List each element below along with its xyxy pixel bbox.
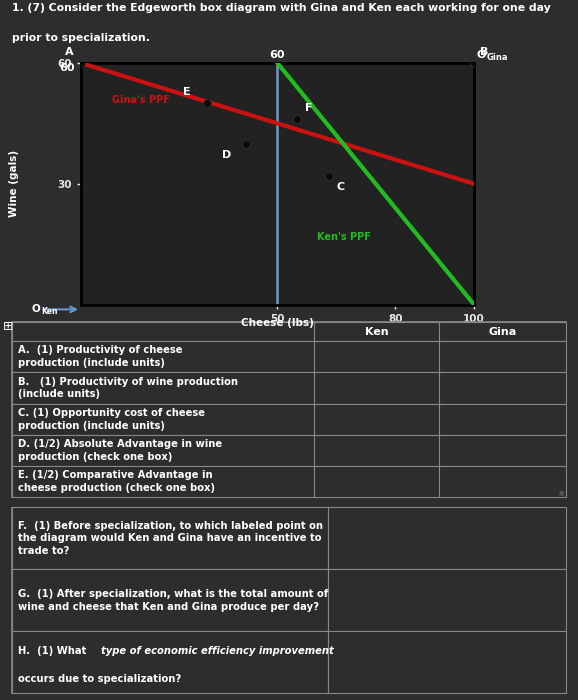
Bar bbox=[439, 466, 566, 497]
Text: E. (1/2) Comparative Advantage in
cheese production (check one box): E. (1/2) Comparative Advantage in cheese… bbox=[18, 470, 215, 493]
Bar bbox=[314, 466, 439, 497]
Text: type of economic efficiency improvement: type of economic efficiency improvement bbox=[101, 646, 334, 656]
Text: Gina's PPF: Gina's PPF bbox=[112, 95, 171, 105]
Bar bbox=[328, 508, 566, 569]
Text: D: D bbox=[223, 150, 232, 160]
Bar bbox=[12, 342, 314, 372]
Bar bbox=[12, 631, 328, 693]
Bar bbox=[439, 403, 566, 435]
Text: H.  (1) What: H. (1) What bbox=[18, 646, 90, 656]
Text: Ken's PPF: Ken's PPF bbox=[317, 232, 370, 242]
Bar bbox=[439, 435, 566, 466]
Bar bbox=[314, 322, 439, 342]
Bar bbox=[12, 508, 328, 569]
Text: Gina: Gina bbox=[488, 327, 517, 337]
Bar bbox=[439, 322, 566, 342]
Bar bbox=[314, 403, 439, 435]
Text: C. (1) Opportunity cost of cheese
production (include units): C. (1) Opportunity cost of cheese produc… bbox=[18, 407, 205, 430]
Text: prior to specialization.: prior to specialization. bbox=[12, 33, 150, 43]
Text: E: E bbox=[183, 88, 191, 97]
Bar bbox=[314, 342, 439, 372]
Text: A: A bbox=[65, 47, 74, 57]
Bar bbox=[314, 435, 439, 466]
Bar bbox=[12, 569, 328, 631]
Bar bbox=[12, 435, 314, 466]
Text: O: O bbox=[477, 50, 486, 60]
Text: D. (1/2) Absolute Advantage in wine
production (check one box): D. (1/2) Absolute Advantage in wine prod… bbox=[18, 439, 223, 462]
Text: B.   (1) Productivity of wine production
(include units): B. (1) Productivity of wine production (… bbox=[18, 377, 238, 400]
Text: ■: ■ bbox=[558, 490, 564, 496]
Text: F: F bbox=[305, 104, 313, 113]
Text: A.  (1) Productivity of cheese
production (include units): A. (1) Productivity of cheese production… bbox=[18, 345, 183, 368]
Bar bbox=[314, 372, 439, 403]
Bar bbox=[12, 372, 314, 403]
Bar bbox=[328, 631, 566, 693]
Bar bbox=[12, 403, 314, 435]
Text: G.  (1) After specialization, what is the total amount of
wine and cheese that K: G. (1) After specialization, what is the… bbox=[18, 589, 328, 612]
Text: ⊞: ⊞ bbox=[3, 320, 13, 333]
Text: Ken: Ken bbox=[42, 307, 58, 316]
Text: occurs due to specialization?: occurs due to specialization? bbox=[18, 674, 181, 684]
Text: Wine (gals): Wine (gals) bbox=[9, 150, 20, 217]
Text: C: C bbox=[336, 182, 344, 192]
Bar bbox=[328, 569, 566, 631]
Bar bbox=[439, 342, 566, 372]
Bar bbox=[12, 322, 314, 342]
Text: 1. (7) Consider the Edgeworth box diagram with Gina and Ken each working for one: 1. (7) Consider the Edgeworth box diagra… bbox=[12, 4, 550, 13]
Text: F.  (1) Before specialization, to which labeled point on
the diagram would Ken a: F. (1) Before specialization, to which l… bbox=[18, 521, 323, 556]
Text: O: O bbox=[32, 304, 40, 314]
Text: 60: 60 bbox=[60, 63, 75, 73]
Text: 60: 60 bbox=[270, 50, 285, 60]
Bar bbox=[12, 466, 314, 497]
Text: Cheese (lbs): Cheese (lbs) bbox=[241, 318, 314, 328]
Text: Ken: Ken bbox=[365, 327, 388, 337]
Text: Gina: Gina bbox=[487, 52, 508, 62]
Text: B: B bbox=[480, 47, 488, 57]
Bar bbox=[439, 372, 566, 403]
